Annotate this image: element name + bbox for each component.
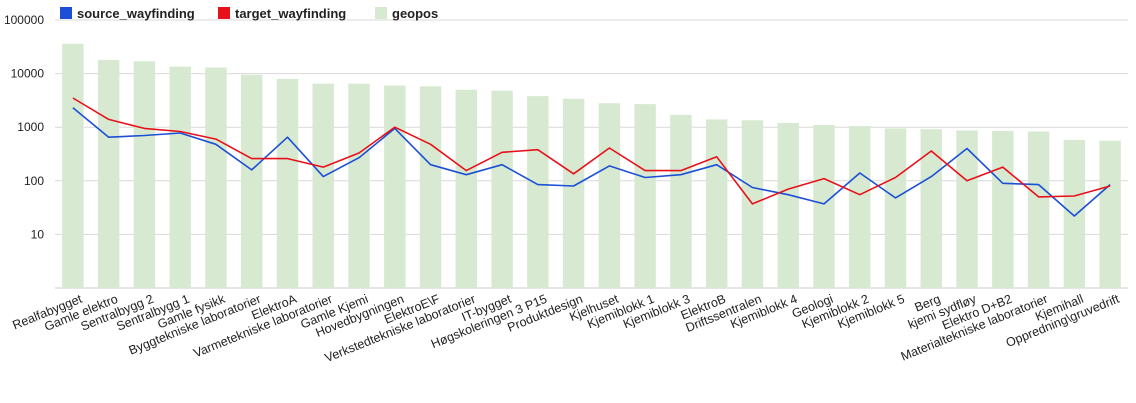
bar-geopos	[97, 59, 120, 289]
bar-geopos	[276, 78, 299, 289]
legend-swatch-geopos	[375, 7, 387, 19]
line-target_wayfinding	[72, 97, 1111, 205]
bar-geopos	[527, 96, 549, 288]
line-series	[72, 97, 1111, 217]
bar-geopos	[849, 126, 871, 288]
line-source_wayfinding	[72, 107, 1111, 217]
legend-label-target_wayfinding: target_wayfinding	[235, 6, 346, 21]
bar-geopos	[62, 43, 84, 289]
y-tick-label: 10	[31, 227, 45, 241]
bar-geopos	[133, 61, 156, 288]
bar-geopos	[670, 114, 692, 289]
bar-geopos	[384, 85, 406, 289]
gridlines	[55, 19, 1128, 289]
legend-label-source_wayfinding: source_wayfinding	[77, 6, 195, 21]
y-axis: 10 100 1000 10000 100000	[4, 13, 44, 241]
bar-geopos	[956, 130, 978, 288]
bar-geopos	[562, 98, 585, 288]
legend-swatch-target_wayfinding	[218, 7, 230, 19]
bar-geopos	[455, 89, 478, 289]
legend-label-geopos: geopos	[392, 6, 438, 21]
y-tick-label: 100000	[4, 13, 44, 27]
bar-geopos	[884, 128, 907, 288]
bar-geopos	[348, 83, 370, 289]
bar-geopos	[240, 74, 263, 289]
bar-geopos	[598, 103, 621, 288]
bar-geopos	[992, 130, 1014, 288]
bar-geopos	[705, 119, 728, 288]
legend: source_wayfinding target_wayfinding geopos	[60, 6, 438, 21]
bar-geopos	[1063, 139, 1086, 288]
y-tick-label: 1000	[17, 120, 44, 134]
bar-geopos	[491, 90, 513, 288]
bar-geopos	[419, 86, 442, 288]
bar-geopos	[312, 83, 334, 289]
bar-geopos	[813, 124, 835, 288]
bar-geopos	[169, 66, 191, 289]
bar-series	[62, 43, 1121, 289]
bar-geopos	[777, 122, 799, 288]
y-tick-label: 100	[24, 174, 44, 188]
legend-swatch-source_wayfinding	[60, 7, 72, 19]
y-tick-label: 10000	[11, 67, 45, 81]
bar-geopos	[920, 129, 943, 288]
bar-geopos	[205, 67, 227, 288]
bar-geopos	[634, 104, 656, 288]
bar-geopos	[1099, 140, 1121, 288]
bar-geopos	[1027, 131, 1050, 288]
